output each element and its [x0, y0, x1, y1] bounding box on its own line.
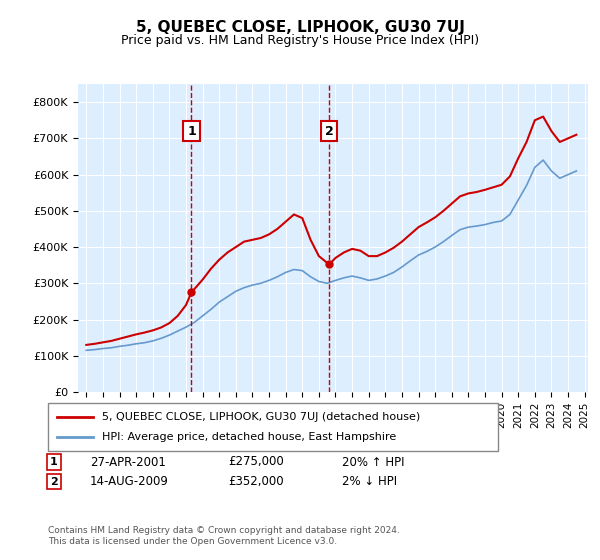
Text: 2: 2: [50, 477, 58, 487]
Text: Contains HM Land Registry data © Crown copyright and database right 2024.
This d: Contains HM Land Registry data © Crown c…: [48, 526, 400, 546]
Text: 2: 2: [325, 125, 334, 138]
Text: HPI: Average price, detached house, East Hampshire: HPI: Average price, detached house, East…: [102, 432, 396, 442]
Text: 1: 1: [187, 125, 196, 138]
Text: Price paid vs. HM Land Registry's House Price Index (HPI): Price paid vs. HM Land Registry's House …: [121, 34, 479, 46]
Text: 20% ↑ HPI: 20% ↑ HPI: [342, 455, 404, 469]
Text: 1: 1: [50, 457, 58, 467]
Text: £275,000: £275,000: [228, 455, 284, 469]
FancyBboxPatch shape: [48, 403, 498, 451]
Text: 2% ↓ HPI: 2% ↓ HPI: [342, 475, 397, 488]
Text: 5, QUEBEC CLOSE, LIPHOOK, GU30 7UJ: 5, QUEBEC CLOSE, LIPHOOK, GU30 7UJ: [136, 20, 464, 35]
Text: 5, QUEBEC CLOSE, LIPHOOK, GU30 7UJ (detached house): 5, QUEBEC CLOSE, LIPHOOK, GU30 7UJ (deta…: [102, 412, 420, 422]
Text: £352,000: £352,000: [228, 475, 284, 488]
Text: 14-AUG-2009: 14-AUG-2009: [90, 475, 169, 488]
Text: 27-APR-2001: 27-APR-2001: [90, 455, 166, 469]
